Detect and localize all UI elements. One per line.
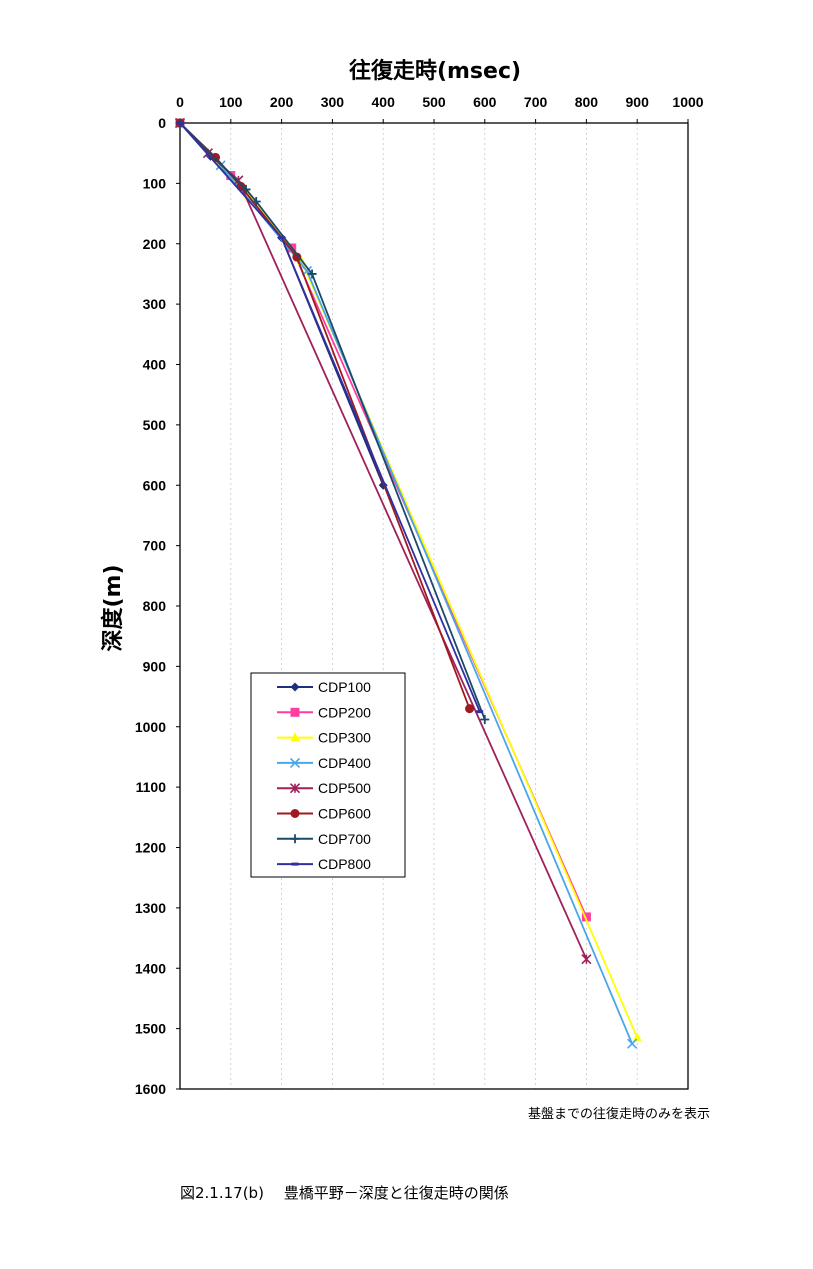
y-tick-label: 200 (143, 236, 167, 252)
data-point-cdp500 (581, 954, 592, 965)
x-tick-label: 0 (176, 94, 184, 110)
y-tick-label: 1200 (135, 840, 166, 856)
x-tick-labels: 0 100 200 300 400 500 600 700 800 900 1000 (176, 94, 704, 110)
data-point-cdp700 (251, 196, 261, 206)
legend-swatch-marker (289, 783, 301, 794)
y-tick-label: 400 (143, 357, 167, 373)
data-point-cdp700 (241, 184, 251, 194)
x-tick-label: 100 (219, 94, 243, 110)
series-line-cdp400 (179, 122, 633, 1045)
plot-area-frame (179, 122, 689, 1090)
series-cdp300 (175, 117, 642, 1042)
x-tick-label: 600 (473, 94, 497, 110)
x-tick-label: 200 (270, 94, 294, 110)
x-tick-label: 1000 (672, 94, 703, 110)
figure-caption: 図2.1.17(b) 豊橋平野－深度と往復走時の関係 (180, 1184, 509, 1202)
x-axis-title: 往復走時(msec) (349, 58, 521, 84)
series-line-cdp600 (179, 122, 471, 709)
data-point-cdp300 (632, 1032, 642, 1042)
legend-swatch-marker (289, 757, 301, 768)
x-tick-label: 800 (575, 94, 599, 110)
series-line-cdp800 (179, 122, 481, 713)
y-tick-label: 500 (143, 417, 167, 433)
legend-swatch-marker (290, 682, 300, 692)
legend-swatch-marker (290, 732, 300, 742)
y-tick-label: 0 (158, 115, 166, 131)
data-point-cdp700 (480, 715, 490, 725)
legend-swatch-marker (290, 834, 300, 844)
series-layer (174, 117, 642, 1049)
data-point-cdp600 (465, 704, 475, 714)
series-cdp800 (176, 121, 484, 714)
legend-entry-cdp100: CDP100 (277, 679, 371, 695)
y-tick-label: 1600 (135, 1081, 166, 1097)
data-point-cdp800 (176, 121, 184, 125)
y-tick-label: 900 (143, 658, 167, 674)
legend: CDP100 CDP200 CDP300 CDP400 CDP500 CDP600 CDP7… (250, 672, 406, 878)
y-tick-label: 600 (143, 477, 167, 493)
legend-box (250, 672, 406, 878)
legend-label: CDP500 (318, 780, 371, 796)
legend-label: CDP100 (318, 679, 371, 695)
y-tick-label: 1400 (135, 960, 166, 976)
y-tick-labels: 0 100 200 300 400 500 600 700 800 900 1000 1100 1200… (135, 115, 166, 1097)
legend-entry-cdp700: CDP700 (277, 831, 371, 847)
legend-label: CDP700 (318, 831, 371, 847)
data-point-cdp600 (292, 252, 302, 262)
gridlines (176, 119, 689, 1090)
legend-entry-cdp600: CDP600 (277, 806, 371, 822)
legend-entry-cdp500: CDP500 (277, 780, 371, 796)
legend-entry-cdp800: CDP800 (277, 856, 371, 872)
legend-label: CDP200 (318, 704, 371, 720)
series-line-cdp300 (179, 122, 639, 1039)
legend-swatch-marker (291, 862, 299, 866)
data-point-cdp800 (476, 710, 484, 714)
y-tick-label: 100 (143, 175, 167, 191)
x-tick-label: 400 (372, 94, 396, 110)
legend-entry-cdp400: CDP400 (277, 755, 371, 771)
y-tick-label: 300 (143, 296, 167, 312)
x-tick-label: 700 (524, 94, 548, 110)
legend-label: CDP300 (318, 730, 371, 746)
y-axis-title: 深度(m) (100, 564, 126, 651)
y-tick-label: 1100 (136, 779, 167, 795)
y-tick-label: 800 (143, 598, 167, 614)
y-tick-label: 700 (143, 538, 167, 554)
series-cdp400 (174, 117, 638, 1049)
x-tick-label: 300 (321, 94, 345, 110)
data-point-cdp400 (627, 1038, 638, 1049)
data-point-cdp700 (307, 269, 317, 279)
x-tick-label: 900 (626, 94, 650, 110)
legend-entry-cdp200: CDP200 (277, 704, 371, 720)
legend-entry-cdp300: CDP300 (277, 730, 371, 746)
series-cdp600 (175, 118, 475, 714)
data-point-cdp800 (278, 236, 286, 240)
legend-swatch-marker (290, 707, 300, 717)
x-tick-label: 500 (422, 94, 446, 110)
legend-label: CDP600 (318, 806, 371, 822)
legend-label: CDP400 (318, 755, 371, 771)
y-tick-label: 1300 (135, 900, 166, 916)
legend-swatch-marker (290, 809, 300, 818)
y-tick-label: 1500 (135, 1021, 166, 1037)
footnote: 基盤までの往復走時のみを表示 (528, 1106, 710, 1122)
legend-label: CDP800 (318, 856, 371, 872)
y-tick-label: 1000 (135, 719, 166, 735)
series-cdp700 (175, 118, 490, 725)
data-point-cdp200 (581, 912, 591, 922)
